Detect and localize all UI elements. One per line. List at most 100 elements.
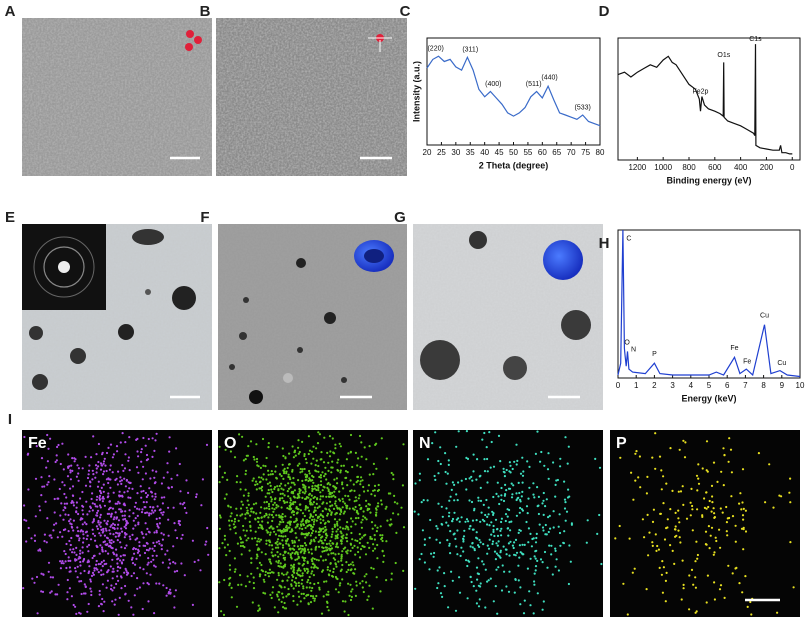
element-dot: [138, 541, 141, 544]
element-dot: [257, 537, 260, 540]
element-dot: [283, 558, 286, 561]
element-dot: [314, 530, 317, 533]
element-dot: [219, 516, 222, 519]
element-dot: [477, 499, 480, 502]
element-dot: [305, 475, 309, 478]
element-dot: [330, 471, 333, 474]
element-dot: [289, 520, 292, 523]
element-dot: [311, 515, 315, 518]
element-dot: [107, 495, 110, 498]
element-dot: [49, 576, 52, 579]
element-dot: [315, 459, 318, 462]
element-dot: [40, 494, 43, 497]
element-dot: [498, 555, 501, 558]
element-dot: [314, 546, 317, 550]
element-dot: [178, 520, 181, 523]
element-dot: [315, 470, 318, 473]
element-dot: [339, 469, 342, 472]
element-dot: [460, 479, 463, 482]
element-dot: [183, 574, 186, 577]
element-dot: [361, 586, 364, 589]
element-dot: [452, 533, 455, 536]
element-dot: [301, 512, 305, 515]
element-dot: [281, 447, 284, 450]
element-dot: [289, 516, 292, 519]
element-dot: [348, 498, 351, 501]
panel-label: D: [599, 3, 610, 20]
element-dot: [293, 489, 296, 492]
element-dot: [255, 460, 259, 463]
element-dot: [45, 541, 48, 544]
element-dot: [501, 564, 504, 567]
element-dot: [533, 555, 536, 558]
element-dot: [306, 561, 309, 565]
element-dot: [478, 538, 481, 542]
element-dot: [218, 514, 222, 517]
element-dot: [133, 505, 136, 508]
element-dot: [330, 552, 333, 555]
element-dot: [346, 504, 349, 507]
element-dot: [138, 508, 141, 511]
element-dot: [31, 577, 34, 580]
element-dot: [543, 464, 546, 467]
element-dot: [674, 528, 677, 531]
element-dot: [296, 523, 299, 527]
element-dot: [136, 437, 139, 440]
element-dot: [105, 586, 108, 589]
element-dot: [167, 506, 170, 509]
element-dot: [76, 565, 79, 568]
element-dot: [123, 554, 126, 557]
element-dot: [365, 518, 368, 521]
element-dot: [279, 515, 282, 519]
element-dot: [554, 547, 557, 550]
element-dot: [360, 521, 363, 524]
element-dot: [356, 475, 360, 478]
element-dot: [655, 549, 658, 553]
element-dot: [335, 477, 338, 480]
element-dot: [332, 451, 335, 454]
element-dot: [157, 540, 160, 543]
element-dot: [142, 501, 145, 504]
element-dot: [151, 455, 154, 458]
element-dot: [329, 544, 332, 547]
element-dot: [68, 566, 71, 569]
element-dot: [695, 610, 698, 613]
element-dot: [365, 573, 368, 576]
element-dot: [542, 513, 545, 517]
element-dot: [513, 541, 516, 544]
element-dot: [239, 481, 242, 484]
element-dot: [546, 468, 550, 471]
element-dot: [99, 468, 103, 471]
element-dot: [282, 554, 285, 557]
element-dot: [154, 509, 157, 512]
element-dot: [320, 483, 323, 487]
element-dot: [310, 462, 313, 465]
element-dot: [228, 549, 231, 553]
element-dot: [354, 505, 357, 509]
element-dot: [297, 479, 300, 482]
element-dot: [509, 540, 512, 543]
element-dot: [124, 453, 127, 456]
x-tick-label: 3: [670, 381, 675, 390]
element-dot: [303, 492, 306, 495]
element-dot: [552, 510, 555, 513]
element-dot: [72, 501, 75, 504]
element-dot: [127, 599, 130, 602]
element-dot: [103, 600, 106, 603]
element-dot: [177, 522, 180, 525]
element-dot: [95, 453, 98, 456]
element-dot: [346, 484, 349, 487]
element-dot: [141, 532, 144, 536]
element-dot: [120, 479, 123, 482]
element-dot: [532, 537, 535, 540]
element-dot: [728, 516, 731, 520]
element-dot: [310, 566, 313, 569]
micrograph-f: [218, 224, 407, 410]
element-dot: [64, 560, 67, 563]
element-dot: [528, 465, 531, 468]
element-dot: [517, 579, 520, 582]
element-dot: [313, 599, 316, 602]
element-dot: [331, 491, 334, 494]
element-dot: [329, 548, 332, 551]
